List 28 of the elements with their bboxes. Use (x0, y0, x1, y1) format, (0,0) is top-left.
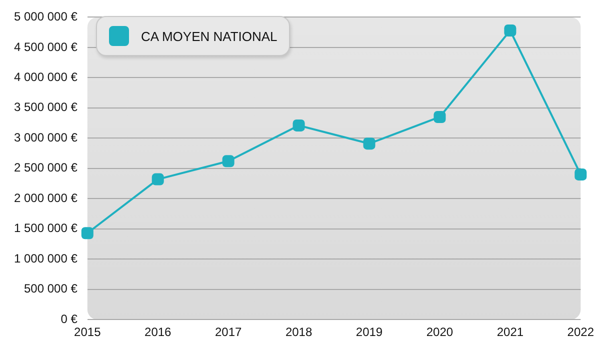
point (152, 173, 164, 186)
y-tick-label: 3 000 000 € (14, 130, 78, 144)
point (222, 155, 234, 168)
point (434, 110, 446, 123)
point (504, 24, 516, 37)
x-tick-label: 2017 (214, 325, 242, 340)
point (363, 138, 376, 150)
y-tick-label: 0 € (60, 312, 78, 326)
x-tick-label: 2018 (285, 325, 312, 340)
x-tick-label: 2015 (74, 325, 102, 340)
y-tick-label: 1 000 000 € (14, 251, 78, 266)
x-tick-label: 2016 (144, 325, 172, 340)
x-tick-label: 2021 (496, 325, 524, 340)
y-tick-label: 2 500 000 € (14, 160, 78, 175)
x-tick-label: 2020 (426, 325, 454, 340)
point (574, 168, 587, 180)
y-tick-label: 4 500 000 € (14, 40, 78, 54)
x-tick-label: 2019 (356, 325, 383, 340)
point (292, 119, 305, 132)
y-tick-label: 2 000 000 € (14, 190, 78, 205)
y-tick-label: 500 000 € (24, 282, 78, 296)
point (81, 227, 94, 240)
y-tick-label: 5 000 000 € (14, 10, 78, 24)
y-tick-label: 1 500 000 € (14, 221, 78, 236)
x-tick-label: 2022 (567, 325, 594, 340)
y-tick-label: 4 000 000 € (14, 70, 78, 84)
y-tick-label: 3 500 000 € (14, 100, 78, 114)
legend-label: CA MOYEN NATIONAL (141, 28, 278, 44)
